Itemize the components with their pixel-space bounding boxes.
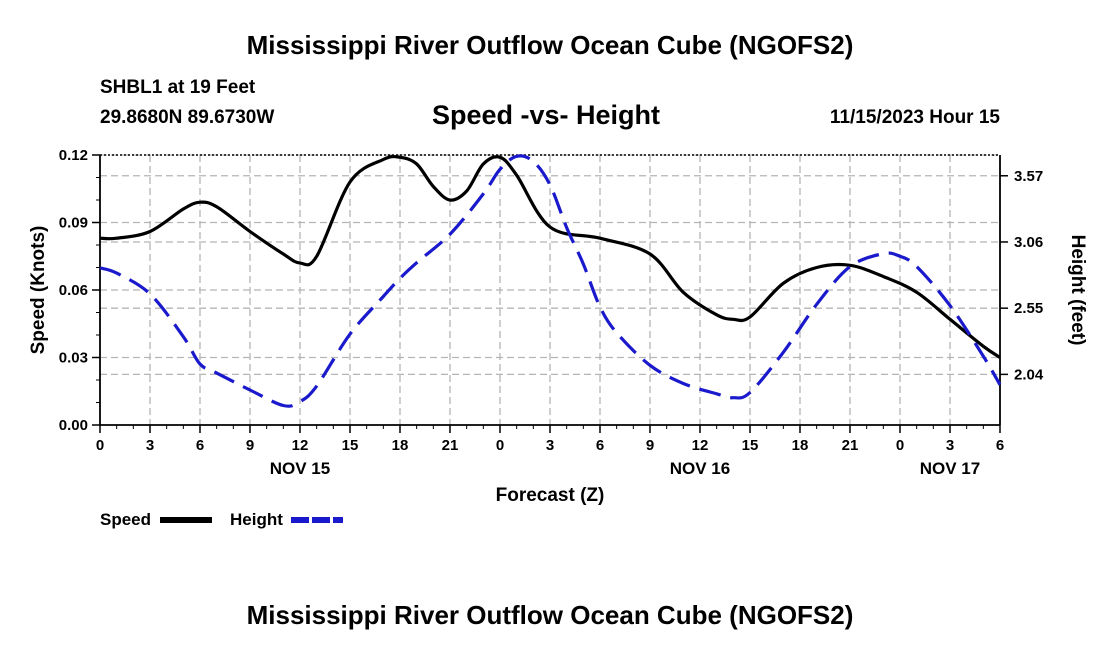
y-tick-label: 0.00: [59, 417, 88, 434]
y2-tick-label: 3.57: [1014, 168, 1043, 185]
x-tick-label: 3: [146, 437, 154, 454]
x-tick-label: 15: [342, 437, 359, 454]
chart-axes: [92, 154, 1008, 433]
grid-lines: [100, 154, 1000, 425]
bottom-title: Mississippi River Outflow Ocean Cube (NG…: [246, 600, 854, 630]
x-tick-label: 9: [246, 437, 254, 454]
y-tick-label: 0.09: [59, 215, 88, 232]
x-tick-label: 0: [96, 437, 104, 454]
x-tick-label: 12: [292, 437, 309, 454]
chart-subtitle: Speed -vs- Height: [432, 100, 661, 130]
x-tick-label: 15: [742, 437, 759, 454]
x-tick-label: 6: [596, 437, 604, 454]
x-tick-label: 6: [196, 437, 204, 454]
forecast-datetime: 11/15/2023 Hour 15: [829, 107, 1000, 128]
date-label: NOV 15: [270, 459, 330, 478]
x-tick-label: 6: [996, 437, 1004, 454]
x-tick-label: 0: [496, 437, 504, 454]
y-tick-label: 0.12: [59, 147, 88, 164]
y2-tick-label: 2.55: [1014, 300, 1043, 317]
y2-tick-label: 3.06: [1014, 234, 1043, 251]
height-series-line: [99, 154, 1002, 408]
y2-axis-title: Height (feet): [1067, 235, 1088, 346]
date-label: NOV 17: [920, 459, 980, 478]
x-tick-label: 21: [442, 437, 459, 454]
chart-title: Mississippi River Outflow Ocean Cube (NG…: [246, 30, 854, 60]
date-label: NOV 16: [670, 459, 730, 478]
speed-series-line: [99, 154, 1001, 359]
chart-legend: Speed Height: [100, 510, 343, 529]
x-tick-label: 9: [646, 437, 654, 454]
x-tick-label: 18: [792, 437, 809, 454]
legend-height-label: Height: [230, 510, 283, 529]
x-axis-title: Forecast (Z): [496, 485, 605, 506]
x-tick-label: 21: [842, 437, 859, 454]
x-tick-label: 0: [896, 437, 904, 454]
station-label: SHBL1 at 19 Feet: [100, 77, 256, 98]
legend-speed-label: Speed: [100, 510, 151, 529]
y2-tick-label: 2.04: [1014, 366, 1044, 383]
x-tick-label: 3: [946, 437, 954, 454]
x-tick-label: 3: [546, 437, 554, 454]
chart-series: [99, 154, 1002, 408]
x-tick-label: 12: [692, 437, 709, 454]
chart-labels: 0 3 6 9 12 15 18 21 0 3 6 9 12 15 18 21 0 3 6 NOV 15 NOV 16 N…: [28, 147, 1088, 506]
x-tick-label: 18: [392, 437, 409, 454]
y-tick-label: 0.03: [59, 350, 88, 367]
y-tick-label: 0.06: [59, 282, 88, 299]
station-coords: 29.8680N 89.6730W: [100, 107, 275, 128]
y-axis-title: Speed (Knots): [28, 226, 49, 355]
